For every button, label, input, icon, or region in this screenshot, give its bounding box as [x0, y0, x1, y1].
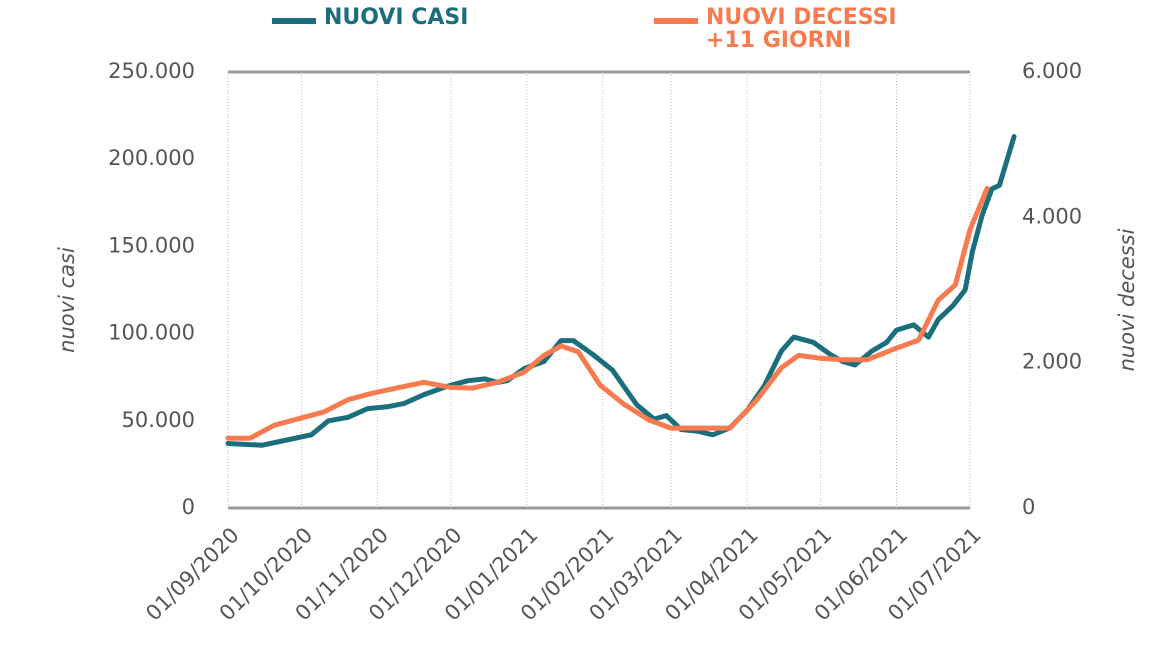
y2-tick-label: 4.000: [1022, 204, 1082, 228]
y-tick-label: 50.000: [122, 408, 195, 432]
series-line: [225, 185, 990, 441]
legend-item: NUOVI DECESSI +11 GIORNI: [654, 6, 916, 52]
y2-tick-label: 0: [1022, 495, 1035, 519]
y-tick-label: 0: [182, 495, 195, 519]
y2-tick-label: 2.000: [1022, 350, 1082, 374]
y-tick-label: 250.000: [108, 59, 195, 83]
y-tick-label: 100.000: [108, 321, 195, 345]
legend-item: NUOVI CASI: [272, 6, 564, 29]
legend-label: NUOVI CASI: [324, 5, 469, 30]
y-tick-label: 150.000: [108, 233, 195, 257]
y-tick-label: 200.000: [108, 146, 195, 170]
y2-axis-label: nuovi decessi: [1115, 228, 1139, 371]
legend-label: NUOVI DECESSI +11 GIORNI: [706, 5, 897, 53]
legend-swatch: [272, 18, 316, 24]
y2-tick-label: 6.000: [1022, 59, 1082, 83]
legend-swatch: [654, 18, 698, 24]
y-axis-label: nuovi casi: [55, 247, 79, 353]
